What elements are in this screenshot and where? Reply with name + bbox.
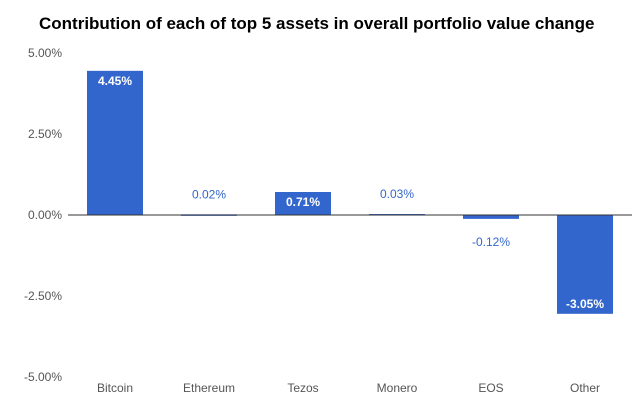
bar-eos	[463, 215, 519, 219]
data-label-tezos: 0.71%	[286, 195, 320, 209]
x-tick-label: Ethereum	[183, 381, 235, 395]
data-label-bitcoin: 4.45%	[98, 74, 132, 88]
y-axis: 5.00% 2.50% 0.00% -2.50% -5.00%	[24, 46, 62, 384]
x-tick-label: Monero	[377, 381, 418, 395]
x-tick-label: EOS	[478, 381, 503, 395]
x-tick-label: Other	[570, 381, 600, 395]
data-label-monero: 0.03%	[380, 187, 414, 201]
chart-title: Contribution of each of top 5 assets in …	[39, 14, 595, 33]
x-tick-label: Tezos	[287, 381, 318, 395]
y-tick-label: 0.00%	[28, 208, 62, 222]
bars	[87, 70, 613, 314]
x-tick-label: Bitcoin	[97, 381, 133, 395]
data-label-eos: -0.12%	[472, 235, 510, 249]
data-label-ethereum: 0.02%	[192, 187, 226, 201]
y-tick-label: -5.00%	[24, 370, 62, 384]
y-tick-label: 5.00%	[28, 46, 62, 60]
bar-other	[557, 215, 613, 314]
data-label-other: -3.05%	[566, 297, 604, 311]
bar-tezos	[275, 191, 331, 215]
x-axis: Bitcoin Ethereum Tezos Monero EOS Other	[97, 381, 600, 395]
data-labels: 4.45% 0.02% 0.71% 0.03% -0.12% -3.05%	[98, 74, 604, 311]
y-tick-label: -2.50%	[24, 289, 62, 303]
bar-bitcoin	[87, 70, 143, 215]
y-tick-label: 2.50%	[28, 127, 62, 141]
